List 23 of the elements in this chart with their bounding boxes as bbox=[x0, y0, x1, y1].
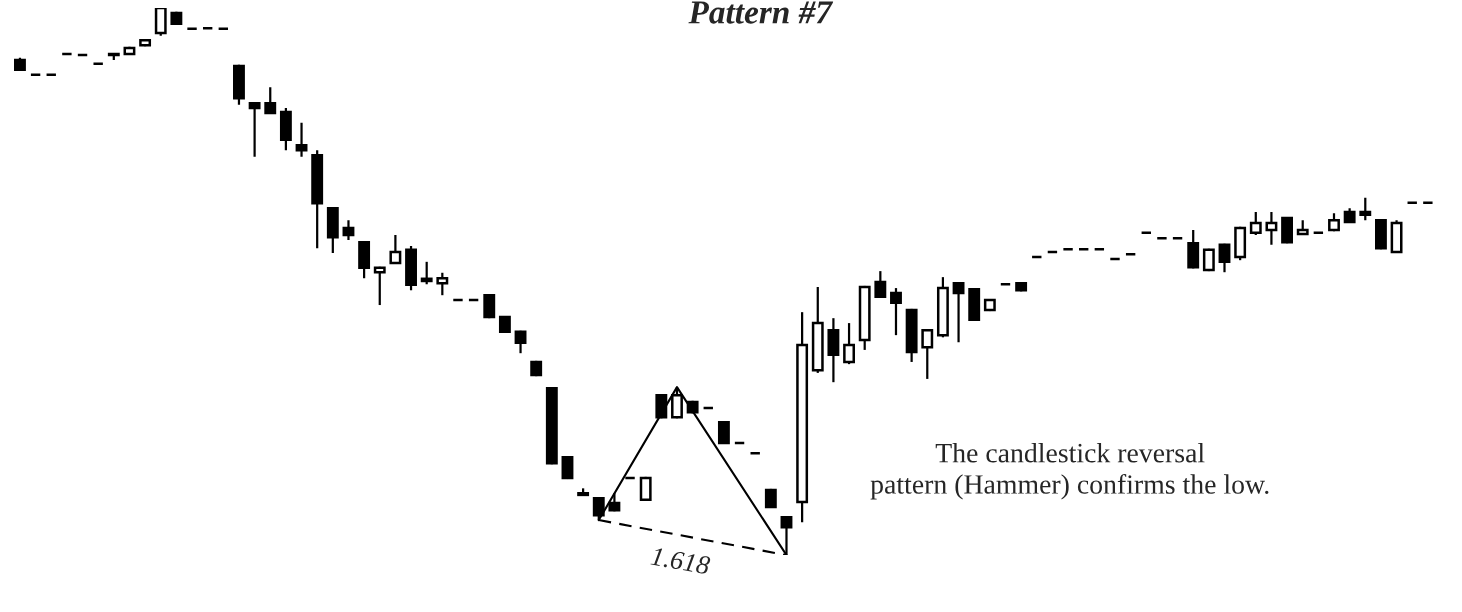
candlestick bbox=[436, 271, 449, 297]
candlestick bbox=[1359, 196, 1372, 222]
candlestick bbox=[843, 321, 855, 366]
chart-title: Pattern #7 bbox=[688, 1, 834, 24]
candlestick bbox=[890, 286, 902, 337]
candlestick bbox=[1218, 242, 1231, 274]
candlestick bbox=[952, 280, 965, 344]
candlestick bbox=[655, 393, 668, 420]
candlestick bbox=[248, 100, 261, 158]
candlestick bbox=[373, 265, 386, 307]
candlestick bbox=[342, 219, 355, 242]
candlestick bbox=[921, 328, 934, 381]
annotation: The candlestick reversal pattern (Hammer) confirms the low. bbox=[870, 442, 1269, 500]
candlestick bbox=[1249, 210, 1262, 237]
annotation: 1.618 bbox=[650, 547, 711, 575]
candlestick bbox=[483, 292, 496, 320]
candlestick bbox=[874, 270, 887, 300]
candlestick bbox=[639, 475, 652, 503]
candlestick bbox=[420, 260, 433, 286]
candlestick bbox=[295, 121, 308, 158]
candlestick bbox=[264, 86, 277, 116]
candlestick bbox=[389, 233, 402, 266]
candlestick bbox=[1265, 210, 1278, 246]
